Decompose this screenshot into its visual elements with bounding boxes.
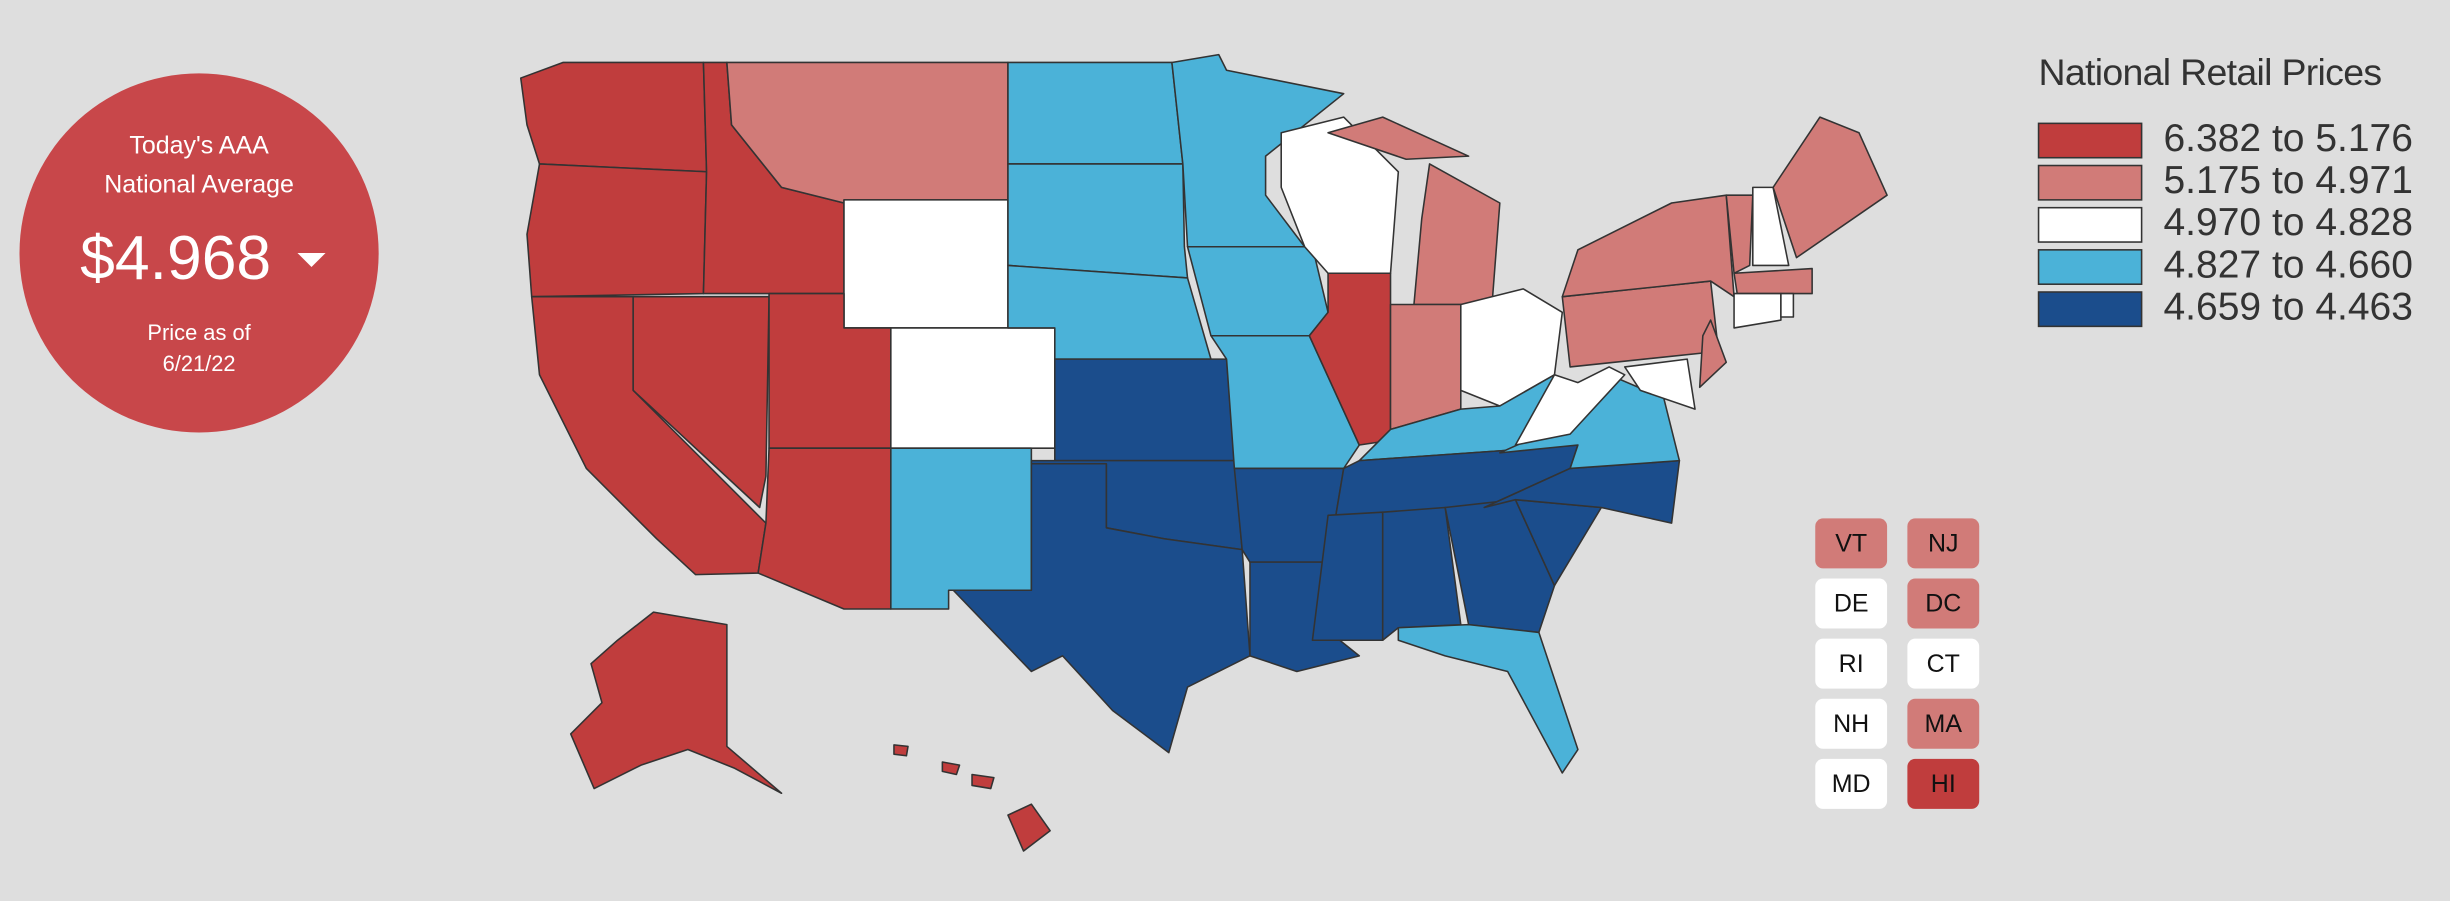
legend-label: 4.659 to 4.463: [2163, 285, 2413, 328]
state: [1007, 803, 1051, 852]
small-states: VT NJ DE DC RI CT NH MA MD HI: [1815, 518, 1980, 809]
state-box-label: RI: [1839, 650, 1864, 678]
state-box-label: HI: [1931, 770, 1956, 798]
badge-date: 6/21/22: [163, 351, 236, 376]
state-box-label: NJ: [1928, 530, 1959, 558]
state: [1733, 267, 1813, 295]
state: [1007, 61, 1184, 165]
state: [843, 199, 1009, 329]
state: [1780, 292, 1795, 318]
state-box: [1907, 638, 1980, 689]
state: [1733, 292, 1782, 329]
state: [890, 327, 1056, 449]
state-box: [1815, 758, 1888, 809]
us-map: [519, 53, 1888, 852]
badge-date-label: Price as of: [147, 320, 251, 345]
state-box: [1815, 518, 1888, 569]
state-box: [1815, 638, 1888, 689]
state: [893, 744, 909, 757]
state: [1171, 53, 1345, 248]
state: [952, 462, 1251, 754]
state-box-label: DE: [1834, 590, 1869, 618]
state: [1772, 116, 1888, 259]
state-box-label: NH: [1833, 710, 1869, 738]
badge-line: Today's AAA: [129, 131, 269, 159]
legend-swatch: [2037, 164, 2143, 201]
state: [890, 447, 1033, 610]
state: [569, 611, 783, 795]
state: [1561, 194, 1735, 298]
legend: National Retail Prices 6.382 to 5.1765.1…: [2037, 51, 2413, 328]
state-box-label: MD: [1832, 770, 1871, 798]
price-badge: [19, 73, 379, 433]
state-box: [1815, 698, 1888, 749]
state: [632, 295, 770, 509]
state-box-label: VT: [1835, 530, 1867, 558]
state: [519, 61, 708, 173]
state: [1389, 303, 1462, 431]
state-box: [1907, 698, 1980, 749]
state-box: [1815, 578, 1888, 629]
state: [757, 447, 892, 610]
state: [1311, 511, 1384, 642]
state: [526, 163, 708, 298]
state: [1752, 186, 1790, 267]
state: [1413, 163, 1501, 306]
state-box: [1907, 518, 1980, 569]
legend-label: 5.175 to 4.971: [2163, 159, 2413, 202]
legend-label: 4.827 to 4.660: [2163, 243, 2413, 286]
state-box: [1907, 758, 1980, 809]
legend-swatch: [2037, 249, 2143, 285]
state: [1054, 358, 1236, 462]
state: [1725, 194, 1754, 275]
legend-label: 6.382 to 5.176: [2163, 117, 2413, 160]
state-box-label: CT: [1927, 650, 1960, 678]
state: [1514, 366, 1626, 446]
state: [1698, 319, 1728, 389]
badge-price: $4.968: [80, 223, 271, 293]
dropdown-arrow[interactable]: [297, 252, 326, 268]
state: [1397, 623, 1579, 774]
state: [1327, 116, 1470, 161]
state: [1186, 245, 1329, 337]
legend-title: National Retail Prices: [2039, 51, 2383, 93]
state: [1007, 163, 1189, 279]
state: [1623, 358, 1696, 410]
legend-swatch: [2037, 206, 2143, 243]
legend-label: 4.970 to 4.828: [2163, 201, 2413, 244]
state: [1308, 272, 1392, 446]
state: [941, 761, 961, 776]
badge-line: National Average: [104, 170, 294, 198]
state-box-label: DC: [1925, 590, 1961, 618]
state-box: [1907, 578, 1980, 629]
legend-swatch: [2037, 122, 2143, 159]
legend-swatch: [2037, 291, 2143, 328]
state: [971, 773, 995, 790]
state-box-label: MA: [1925, 710, 1963, 738]
